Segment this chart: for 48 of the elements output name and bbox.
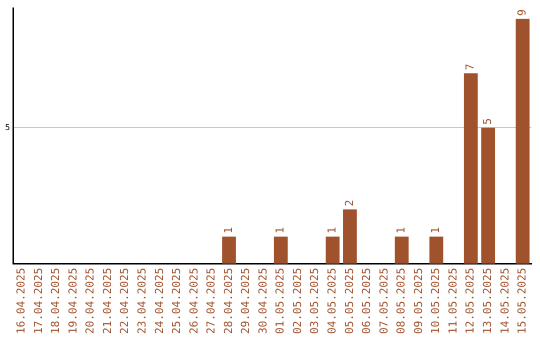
bar — [326, 236, 340, 264]
bar — [274, 236, 288, 264]
x-tick-label: 27.04.2025 — [204, 268, 218, 334]
data-label: 1 — [429, 226, 442, 234]
data-label: 7 — [464, 64, 477, 70]
x-tick-label: 10.05.2025 — [429, 268, 442, 334]
x-tick-label: 07.05.2025 — [377, 268, 390, 334]
bar — [394, 236, 409, 264]
bar — [481, 128, 496, 264]
x-tick-label: 23.04.2025 — [136, 268, 149, 334]
x-tick-label: 06.05.2025 — [360, 268, 374, 334]
data-label: 1 — [274, 226, 287, 234]
x-tick-label: 04.05.2025 — [326, 268, 339, 334]
x-tick-label: 28.04.2025 — [222, 268, 235, 334]
x-tick-label: 13.05.2025 — [480, 268, 494, 334]
x-tick-label: 11.05.2025 — [446, 268, 460, 334]
x-tick-label: 30.04.2025 — [256, 268, 270, 334]
data-label: 2 — [342, 200, 356, 206]
x-tick-label: 09.05.2025 — [412, 268, 425, 334]
x-tick-label: 08.05.2025 — [394, 268, 408, 334]
x-tick-label: 03.05.2025 — [308, 268, 322, 334]
data-label: 1 — [222, 226, 235, 234]
x-tick-label: 12.05.2025 — [464, 268, 477, 334]
data-label: 1 — [394, 226, 408, 234]
x-tick-label: 22.04.2025 — [118, 268, 132, 334]
x-tick-label: 26.04.2025 — [187, 268, 200, 334]
bar — [516, 18, 530, 264]
x-tick-label: 25.04.2025 — [170, 268, 184, 334]
data-label: 5 — [480, 118, 494, 125]
x-tick-label: 18.04.2025 — [49, 268, 62, 334]
data-label: 9 — [516, 9, 529, 16]
data-label: 1 — [326, 226, 339, 234]
x-tick-label: 05.05.2025 — [342, 268, 356, 334]
x-tick-label: 16.04.2025 — [14, 268, 28, 334]
x-tick-label: 24.04.2025 — [152, 268, 166, 334]
bar — [222, 236, 236, 264]
x-tick-label: 29.04.2025 — [239, 268, 252, 334]
x-tick-label: 17.04.2025 — [32, 268, 45, 334]
x-tick-label: 20.04.2025 — [84, 268, 97, 334]
x-tick-label: 19.04.2025 — [66, 268, 80, 334]
x-tick-label: 21.04.2025 — [100, 268, 114, 334]
x-tick-label: 15.05.2025 — [516, 268, 529, 334]
bar — [429, 236, 444, 264]
bar — [343, 209, 357, 264]
bar — [464, 73, 478, 264]
x-tick-label: 14.05.2025 — [498, 268, 512, 334]
x-tick-label: 01.05.2025 — [274, 268, 287, 334]
x-tick-label: 02.05.2025 — [290, 268, 304, 334]
